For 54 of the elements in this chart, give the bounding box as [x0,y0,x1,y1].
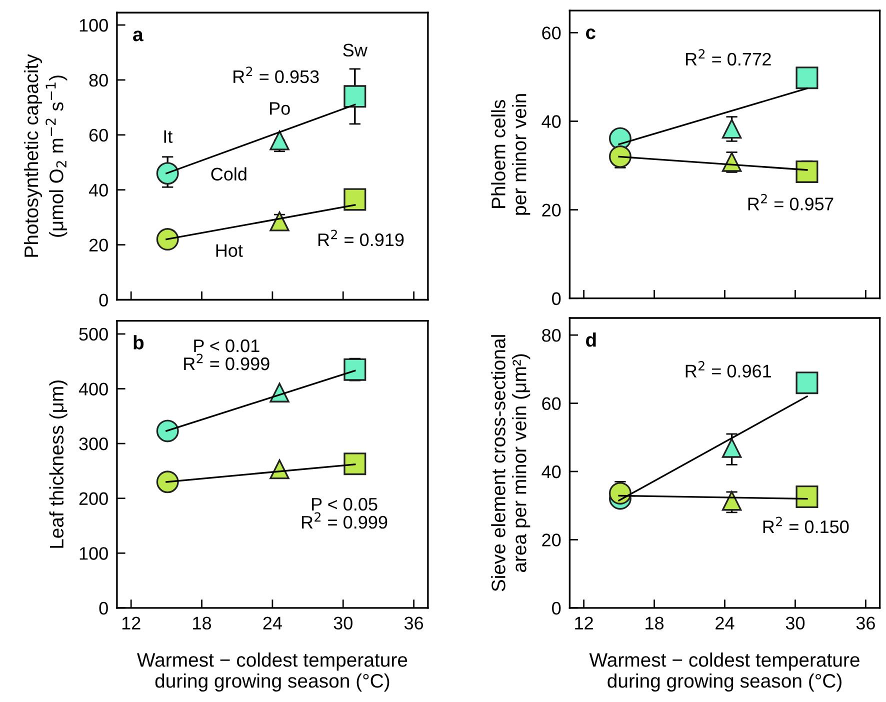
x-tick-label: 18 [646,616,664,630]
y-tick-label: 0 [552,602,561,615]
x-axis-title: Warmest − coldest temperature during growing season (°C) [589,652,860,692]
y-axis-title: Leaf thickness (μm) [49,380,68,548]
y-tick-label: 300 [79,437,108,450]
annotation: Cold [211,167,246,181]
annotation: b [134,335,144,350]
y-tick-label: 40 [542,465,561,478]
annotation: R$^{2}$ = 0.957 [748,194,834,210]
y-tick-label: 400 [78,382,108,396]
annotation: R$^{2}$ = 0.919 [318,230,404,246]
y-tick-label: 0 [99,602,108,615]
x-tick-label: 36 [404,616,424,630]
y-tick-label: 100 [80,18,108,32]
x-tick-label: 36 [856,616,875,630]
annotation: R$^{2}$ = 0.953 [234,66,319,84]
annotation: P < 0.05 R$^{2}$ = 0.999 [302,498,388,529]
y-tick-label: 60 [542,26,561,40]
y-tick-label: 80 [89,74,108,87]
x-tick-label: 12 [122,616,140,630]
y-tick-label: 500 [79,328,108,341]
annotation: R$^{2}$ = 0.772 [686,49,771,66]
y-axis-title: Photosynthetic capacity (μmol O$_{2}$ m$^{−2}$ s$^{−1}$) [24,54,68,257]
x-tick-label: 30 [334,616,352,630]
y-tick-label: 20 [542,204,561,217]
y-tick-label: 20 [542,534,561,546]
annotation: Hot [216,244,243,257]
x-tick-label: 18 [193,616,212,630]
y-tick-label: 0 [552,292,561,306]
annotation: It [164,130,173,143]
y-tick-label: 60 [542,397,561,410]
y-tick-label: 60 [89,128,108,142]
annotation: c [586,28,596,40]
y-tick-label: 20 [89,238,108,252]
x-tick-label: 12 [575,616,593,630]
y-tick-label: 100 [80,547,108,560]
annotation: P < 0.01 R$^{2}$ = 0.999 [184,339,270,370]
y-tick-label: 40 [88,184,108,197]
y-tick-label: 80 [542,328,561,342]
annotation: R$^{2}$ = 0.150 [763,516,849,534]
y-axis-title: Sieve element cross-sectional area per minor vein (μm²) [491,335,530,592]
x-tick-label: 24 [716,616,734,630]
y-tick-label: 40 [542,115,561,128]
x-tick-label: 24 [263,616,282,630]
annotation: a [133,30,144,42]
annotation: Po [270,102,290,115]
annotation: R$^{2}$ = 0.961 [686,361,771,378]
x-tick-label: 30 [786,616,805,630]
x-axis-title: Warmest − coldest temperature during growing season (°C) [137,652,408,692]
y-tick-label: 0 [99,294,108,306]
annotation: Sw [343,44,368,57]
y-tick-label: 200 [79,492,108,506]
y-axis-title: Phloem cells per minor vein [491,94,530,215]
annotation: d [586,332,596,347]
